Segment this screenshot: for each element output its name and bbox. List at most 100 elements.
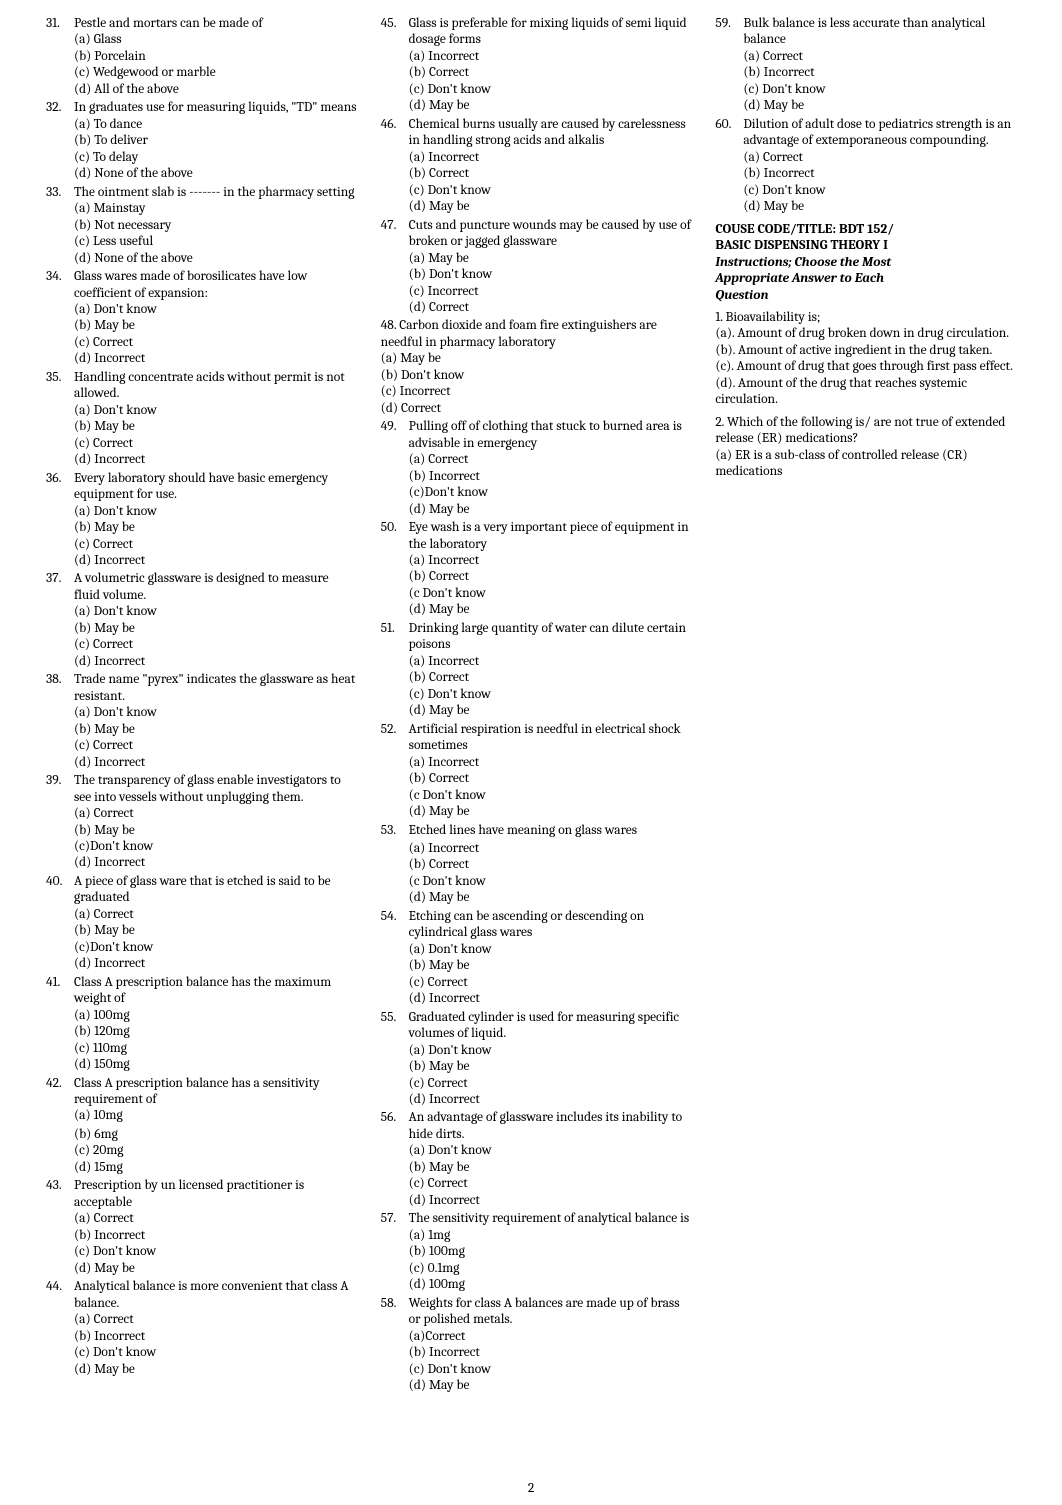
question-option: (a) Incorrect xyxy=(409,841,692,857)
question-option: (b) 120mg xyxy=(74,1024,357,1040)
question-option: (b) Correct xyxy=(409,670,692,686)
question: 1. Bioavailability is;(a). Amount of dru… xyxy=(715,310,1026,409)
question-number: 56. xyxy=(381,1110,409,1126)
question-stem: Chemical burns usually are caused by car… xyxy=(409,117,692,150)
question-body: Chemical burns usually are caused by car… xyxy=(409,117,692,216)
question-option: (b) Incorrect xyxy=(409,469,692,485)
question-option: (c)Don't know xyxy=(409,485,692,501)
question-option: (d). Amount of the drug that reaches sys… xyxy=(715,376,1026,409)
question-option: (b) Incorrect xyxy=(743,65,1026,81)
question: 48. Carbon dioxide and foam fire extingu… xyxy=(381,318,692,417)
question: 34.Glass wares made of borosilicates hav… xyxy=(46,269,357,368)
question: 57.The sensitivity requirement of analyt… xyxy=(381,1211,692,1293)
question-option: (b) To deliver xyxy=(74,133,357,149)
question-option: (b) Correct xyxy=(409,857,692,873)
question: 60.Dilution of adult dose to pediatrics … xyxy=(715,117,1026,216)
question: 40.A piece of glass ware that is etched … xyxy=(46,874,357,973)
question-columns: 31.Pestle and mortars can be made of(a) … xyxy=(46,16,1026,1436)
question-option: (b) May be xyxy=(74,621,357,637)
question-number: 47. xyxy=(381,218,409,234)
question-option: (a) Correct xyxy=(743,150,1026,166)
question: 2. Which of the following is/ are not tr… xyxy=(715,415,1026,481)
question-stem: Pulling off of clothing that stuck to bu… xyxy=(409,419,692,452)
question-option: (c) Incorrect xyxy=(409,284,692,300)
question: 41.Class A prescription balance has the … xyxy=(46,975,357,1074)
question: 38.Trade name "pyrex" indicates the glas… xyxy=(46,672,357,771)
question-option: (d) May be xyxy=(409,890,692,906)
question-stem: Bulk balance is less accurate than analy… xyxy=(743,16,1026,49)
question-option: (d) Incorrect xyxy=(74,452,357,468)
question-option: (a) Mainstay xyxy=(74,201,357,217)
question-number: 55. xyxy=(381,1010,409,1026)
question: 50.Eye wash is a very important piece of… xyxy=(381,520,692,619)
question-body: In graduates use for measuring liquids, … xyxy=(74,100,357,182)
question-number: 58. xyxy=(381,1296,409,1312)
question-body: Glass wares made of borosilicates have l… xyxy=(74,269,357,368)
question-option: (c) Correct xyxy=(74,436,357,452)
question-option: (a) Don't know xyxy=(409,942,692,958)
question-options: (a) To dance(b) To deliver(c) To delay(d… xyxy=(74,117,357,183)
question-option: (c) Correct xyxy=(74,637,357,653)
question-option: (a) May be xyxy=(381,351,692,367)
question-option: (b) Incorrect xyxy=(743,166,1026,182)
question-option: (d) 150mg xyxy=(74,1057,357,1073)
question-option: (b) May be xyxy=(409,958,692,974)
question-option: (b) May be xyxy=(74,722,357,738)
instructions: Appropriate Answer to Each xyxy=(715,271,1026,287)
question-option: (c)Don't know xyxy=(74,940,357,956)
question-stem: A piece of glass ware that is etched is … xyxy=(74,874,357,907)
question: 54.Etching can be ascending or descendin… xyxy=(381,909,692,1008)
question-number: 59. xyxy=(715,16,743,32)
question-option: (d) May be xyxy=(409,703,692,719)
question-options: (a) 10mg xyxy=(74,1108,357,1124)
question-option: (c) Correct xyxy=(409,1176,692,1192)
question-option: (d) Correct xyxy=(409,300,692,316)
question-option: (a) 1mg xyxy=(409,1228,692,1244)
question-body: Eye wash is a very important piece of eq… xyxy=(409,520,692,619)
question: 33.The ointment slab is ------- in the p… xyxy=(46,185,357,267)
question-option: (a) 10mg xyxy=(74,1108,357,1124)
question-stem: In graduates use for measuring liquids, … xyxy=(74,100,357,116)
question-stem: 1. Bioavailability is; xyxy=(715,310,1026,326)
question-options: (a) 1mg(b) 100mg(c) 0.1mg(d) 100mg xyxy=(409,1228,692,1294)
question-stem: Pestle and mortars can be made of xyxy=(74,16,357,32)
question-option: (b) Correct xyxy=(409,569,692,585)
question-options: (a) ER is a sub-class of controlled rele… xyxy=(715,448,1026,481)
question-body: Drinking large quantity of water can dil… xyxy=(409,621,692,720)
question-number: 42. xyxy=(46,1076,74,1092)
question-option: (a) Incorrect xyxy=(409,755,692,771)
question: 55.Graduated cylinder is used for measur… xyxy=(381,1010,692,1109)
question-body: A volumetric glassware is designed to me… xyxy=(74,571,357,670)
question-options: (b) 6mg(c) 20mg(d) 15mg xyxy=(74,1127,357,1176)
question-options: (a)Correct(b) Incorrect(c) Don't know(d)… xyxy=(409,1329,692,1395)
question-body: A piece of glass ware that is etched is … xyxy=(74,874,357,973)
question-stem: Glass is preferable for mixing liquids o… xyxy=(409,16,692,49)
question-option: (a) Correct xyxy=(74,1211,357,1227)
question-options: (a) Correct(b) May be(c)Don't know(d) In… xyxy=(74,806,357,872)
question-number: 52. xyxy=(381,722,409,738)
question-stem: Class A prescription balance has a sensi… xyxy=(74,1076,357,1109)
question-number: 38. xyxy=(46,672,74,688)
question-body: Cuts and puncture wounds may be caused b… xyxy=(409,218,692,317)
question-number: 36. xyxy=(46,471,74,487)
question-body: Class A prescription balance has a sensi… xyxy=(74,1076,357,1125)
question-body: An advantage of glassware includes its i… xyxy=(409,1110,692,1209)
question-option: (c) Correct xyxy=(409,1076,692,1092)
question-body: Analytical balance is more convenient th… xyxy=(74,1279,357,1378)
question-stem: The sensitivity requirement of analytica… xyxy=(409,1211,692,1227)
question-option: (a) Don't know xyxy=(409,1143,692,1159)
question-option: (a) Don't know xyxy=(74,604,357,620)
question-stem: 2. Which of the following is/ are not tr… xyxy=(715,415,1026,448)
question-body: The ointment slab is ------- in the phar… xyxy=(74,185,357,267)
question-option: (c) Don't know xyxy=(743,82,1026,98)
question-number: 46. xyxy=(381,117,409,133)
question-stem: A volumetric glassware is designed to me… xyxy=(74,571,357,604)
question-option: (b) May be xyxy=(74,923,357,939)
question-option: (a) Incorrect xyxy=(409,150,692,166)
question-option: (a) Don't know xyxy=(74,504,357,520)
question-options: (a) Correct(b) Incorrect(c) Don't know(d… xyxy=(74,1211,357,1277)
question-stem: Drinking large quantity of water can dil… xyxy=(409,621,692,654)
question-stem: Eye wash is a very important piece of eq… xyxy=(409,520,692,553)
question-option: (a) Incorrect xyxy=(409,553,692,569)
question-body: Etching can be ascending or descending o… xyxy=(409,909,692,1008)
